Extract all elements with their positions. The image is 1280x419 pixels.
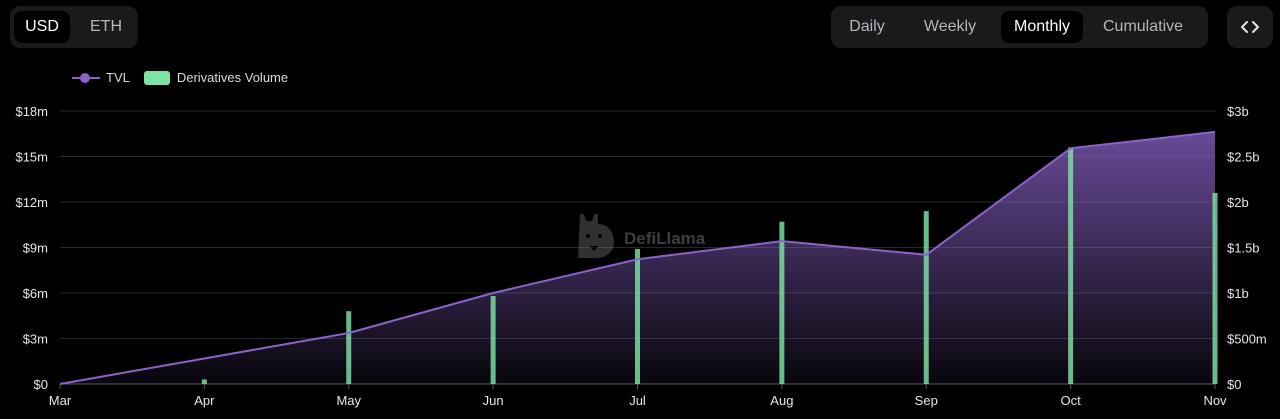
left-axis-tick-label: $3m (23, 332, 48, 347)
right-axis-tick-label: $2.5b (1227, 150, 1260, 165)
left-axis-tick-label: $15m (15, 150, 48, 165)
legend-item-derivatives-volume[interactable]: Derivatives Volume (143, 70, 289, 85)
cumulative-button[interactable]: Cumulative (1102, 18, 1184, 35)
derivatives-volume-legend-swatch (143, 70, 170, 85)
legend-label-tvl: TVL (106, 70, 130, 85)
x-axis-tick-label: Jul (629, 393, 646, 408)
x-axis-tick-label: Oct (1061, 393, 1082, 408)
embed-button[interactable] (1227, 6, 1273, 48)
left-axis-tick-label: $6m (23, 286, 48, 301)
derivatives-volume-bar[interactable] (635, 249, 640, 384)
legend-item-tvl[interactable]: TVL (72, 70, 130, 85)
llama-logo (578, 214, 614, 258)
left-axis-tick-label: $9m (23, 241, 48, 256)
left-axis-tick-label: $12m (15, 195, 48, 210)
left-axis-tick-label: $18m (15, 104, 48, 119)
right-axis-tick-label: $500m (1227, 332, 1267, 347)
derivatives-volume-bar[interactable] (1068, 147, 1074, 384)
derivatives-volume-bar[interactable] (346, 311, 352, 384)
derivatives-volume-bar[interactable] (1212, 192, 1218, 384)
legend-label-derivatives-volume: Derivatives Volume (176, 70, 289, 85)
derivatives-volume-bar[interactable] (490, 296, 496, 384)
derivatives-volume-bar[interactable] (201, 379, 207, 384)
code-brackets-icon (1241, 21, 1259, 33)
derivatives-volume-bar[interactable] (923, 211, 929, 384)
derivatives-volume-bar[interactable] (779, 221, 785, 384)
right-axis-tick-label: $1.5b (1227, 241, 1260, 256)
watermark: DefiLlama (578, 214, 706, 258)
right-axis-tick-label: $3b (1227, 104, 1249, 119)
x-axis-tick-label: Jun (483, 393, 504, 408)
x-axis-tick-label: Sep (915, 393, 938, 408)
x-axis-tick-label: Nov (1203, 393, 1227, 408)
left-axis-tick-label: $0 (34, 377, 48, 392)
x-axis-tick-label: Mar (49, 393, 72, 408)
tvl-line (59, 130, 1216, 385)
currency-toggle: USD ETH (10, 6, 138, 48)
tvl-legend-swatch (72, 71, 100, 85)
monthly-button[interactable]: Monthly (1001, 11, 1083, 43)
x-axis-tick-label: Aug (770, 393, 793, 408)
right-axis-tick-label: $0 (1227, 377, 1241, 392)
usd-button[interactable]: USD (14, 11, 70, 43)
x-axis-tick-label: Apr (194, 393, 215, 408)
period-toggle: Daily Weekly Monthly Cumulative (831, 6, 1208, 48)
x-axis-tick-label: May (336, 393, 361, 408)
right-axis-tick-label: $1b (1227, 286, 1249, 301)
eth-button[interactable]: ETH (90, 18, 122, 35)
daily-button[interactable]: Daily (849, 18, 885, 35)
weekly-button[interactable]: Weekly (923, 18, 977, 35)
right-axis-tick-label: $2b (1227, 195, 1249, 210)
chart-legend: TVL Derivatives Volume (72, 70, 302, 85)
watermark-text: DefiLlama (624, 229, 706, 248)
